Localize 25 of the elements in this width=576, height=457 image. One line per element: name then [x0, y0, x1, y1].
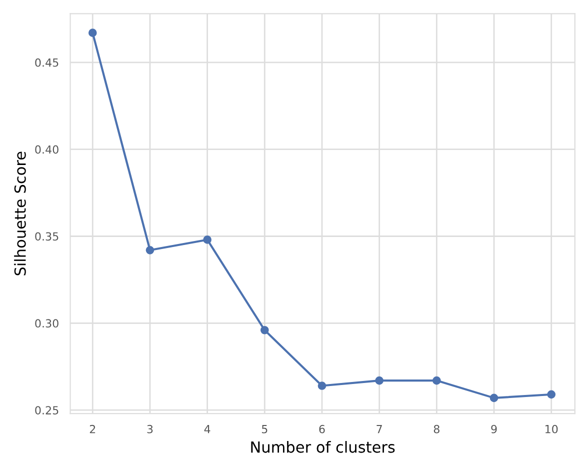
- y-axis-title: Silhouette Score: [14, 152, 26, 276]
- point: [203, 236, 212, 244]
- x-tick-label: 8: [434, 424, 440, 434]
- x-tick-label: 5: [262, 425, 268, 434]
- x-tick-label: 9: [491, 424, 497, 434]
- point: [547, 390, 556, 399]
- point: [146, 246, 154, 254]
- x-tick-label: 4: [204, 425, 210, 434]
- x-tick-label: 10: [545, 424, 558, 434]
- y-tick-label: 0.45: [35, 58, 58, 67]
- point: [88, 28, 97, 37]
- x-tick-label: 7: [376, 425, 382, 434]
- point: [432, 376, 441, 385]
- point: [375, 376, 384, 385]
- point: [490, 394, 498, 402]
- y-tick-label: 0.40: [35, 145, 58, 154]
- point: [318, 382, 326, 390]
- x-axis-title: Number of clusters: [251, 441, 395, 453]
- x-tick-label: 6: [319, 424, 325, 434]
- point: [260, 326, 269, 334]
- y-tick-label: 0.25: [35, 406, 58, 414]
- y-tick-label: 0.35: [35, 232, 58, 241]
- y-tick-label: 0.30: [35, 319, 58, 328]
- x-tick-label: 2: [90, 424, 96, 434]
- x-tick-label: 3: [147, 424, 153, 434]
